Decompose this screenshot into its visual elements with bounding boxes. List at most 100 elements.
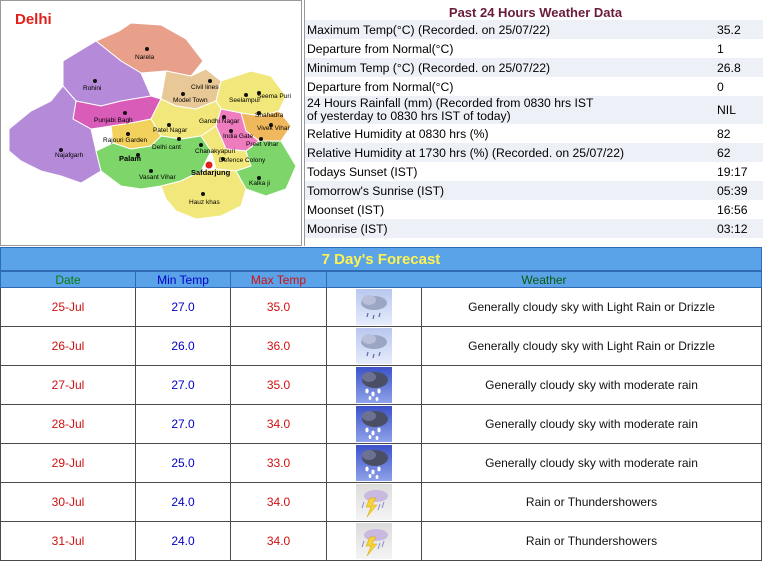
forecast-max-temp: 34.0 [230, 521, 327, 561]
moderate-rain-icon [326, 443, 422, 483]
obs-row: Todays Sunset (IST) 19:17 [305, 162, 763, 181]
map-label: Preet Vihar [246, 141, 279, 148]
obs-row: Moonset (IST) 16:56 [305, 200, 763, 219]
col-header-max-temp: Max Temp [230, 271, 327, 288]
col-header-weather: Weather [326, 271, 762, 288]
forecast-weather: Rain or Thundershowers [421, 521, 762, 561]
forecast-header-row: Date Min Temp Max Temp Weather [0, 271, 762, 288]
forecast-max-temp: 34.0 [230, 482, 327, 522]
obs-value: 0 [717, 79, 724, 94]
obs-value: 19:17 [717, 164, 748, 179]
obs-label: Relative Humidity at 1730 hrs (%) (Recor… [305, 143, 715, 162]
forecast-date: 26-Jul [0, 326, 136, 366]
forecast-date: 30-Jul [0, 482, 136, 522]
map-station-dots [59, 47, 273, 196]
obs-label: Todays Sunset (IST) [307, 164, 418, 179]
obs-value: 16:56 [717, 202, 748, 217]
forecast-weather: Generally cloudy sky with moderate rain [421, 443, 762, 483]
past-24h-table: Maximum Temp(°C) (Recorded. on 25/07/22)… [305, 20, 763, 238]
forecast-weather: Generally cloudy sky with moderate rain [421, 365, 762, 405]
obs-value: 1 [717, 41, 724, 56]
obs-label: Minimum Temp (°C) (Recorded. on 25/07/22… [305, 58, 715, 77]
obs-value: 26.8 [715, 58, 763, 77]
forecast-title: 7 Day's Forecast [0, 247, 762, 271]
past-24h-panel: Past 24 Hours Weather Data Maximum Temp(… [304, 0, 766, 246]
map-label: Seema Puri [257, 93, 291, 100]
forecast-min-temp: 25.0 [135, 443, 231, 483]
forecast-row: 27-Jul 27.0 35.0 Generally cloudy sky with … [0, 365, 762, 405]
obs-label: 24 Hours Rainfall (mm) (Recorded from 08… [305, 96, 715, 124]
light-rain-icon [326, 287, 422, 327]
obs-row: Tomorrow's Sunrise (IST) 05:39 [305, 181, 763, 200]
forecast-row: 26-Jul 26.0 36.0 Generally cloudy sky with … [0, 326, 762, 366]
map-label: Civil lines [191, 84, 219, 91]
top-section: Narela Rohini Civil lines Model Town See… [0, 0, 766, 246]
obs-value: 35.2 [715, 20, 763, 39]
forecast-max-temp: 34.0 [230, 404, 327, 444]
map-region-kalkaji[interactable] [235, 140, 297, 197]
forecast-row: 30-Jul 24.0 34.0 Rain or Thundershowers [0, 482, 762, 522]
map-label: Safdarjung [191, 168, 231, 177]
obs-row: Minimum Temp (°C) (Recorded. on 25/07/22… [305, 58, 763, 77]
obs-label: Departure from Normal(°C) [307, 79, 454, 94]
forecast-date: 27-Jul [0, 365, 136, 405]
thundershower-icon [326, 482, 422, 522]
forecast-min-temp: 24.0 [135, 482, 231, 522]
thundershower-icon [326, 521, 422, 561]
forecast-min-temp: 27.0 [135, 365, 231, 405]
forecast-date: 29-Jul [0, 443, 136, 483]
moderate-rain-icon [326, 404, 422, 444]
obs-value: 05:39 [715, 181, 763, 200]
forecast-row: 28-Jul 27.0 34.0 Generally cloudy sky with … [0, 404, 762, 444]
past-24h-title: Past 24 Hours Weather Data [448, 5, 623, 20]
forecast-max-temp: 36.0 [230, 326, 327, 366]
map-label: Seelampur [229, 97, 261, 104]
forecast-weather: Generally cloudy sky with Light Rain or … [421, 326, 762, 366]
obs-row: 24 Hours Rainfall (mm) (Recorded from 08… [305, 96, 763, 124]
obs-row: Departure from Normal(°C) 1 [305, 39, 763, 58]
delhi-map-panel: Narela Rohini Civil lines Model Town See… [0, 0, 302, 246]
city-title: Delhi [15, 11, 52, 28]
obs-row: Moonrise (IST) 03:12 [305, 219, 763, 238]
obs-row: Relative Humidity at 1730 hrs (%) (Recor… [305, 143, 763, 162]
map-label: Palam [119, 154, 141, 163]
obs-label: Tomorrow's Sunrise (IST) [305, 181, 715, 200]
forecast-section: 7 Day's Forecast Date Min Temp Max Temp … [0, 247, 766, 573]
map-label: Delhi cant [152, 144, 181, 151]
obs-value: 82 [717, 126, 731, 141]
col-header-date: Date [0, 271, 136, 288]
forecast-min-temp: 26.0 [135, 326, 231, 366]
obs-label: Relative Humidity at 0830 hrs (%) [307, 126, 489, 141]
forecast-min-temp: 27.0 [135, 404, 231, 444]
obs-label: Moonrise (IST) [305, 219, 715, 238]
forecast-date: 28-Jul [0, 404, 136, 444]
forecast-max-temp: 35.0 [230, 287, 327, 327]
map-label: Patel Nagar [153, 127, 188, 134]
delhi-district-map[interactable]: Narela Rohini Civil lines Model Town See… [1, 1, 301, 245]
map-labels: Narela Rohini Civil lines Model Town See… [55, 54, 291, 206]
forecast-weather: Generally cloudy sky with Light Rain or … [421, 287, 762, 327]
obs-label: Moonset (IST) [307, 202, 385, 217]
map-label: Narela [135, 54, 155, 61]
forecast-date: 31-Jul [0, 521, 136, 561]
forecast-weather: Generally cloudy sky with moderate rain [421, 404, 762, 444]
obs-value: 62 [715, 143, 763, 162]
map-label: Gandhi Nagar [199, 118, 240, 125]
obs-label-line2: of yesterday to 0830 hrs IST of today) [307, 109, 511, 123]
forecast-weather: Rain or Thundershowers [421, 482, 762, 522]
obs-row: Departure from Normal(°C) 0 [305, 77, 763, 96]
forecast-date: 25-Jul [0, 287, 136, 327]
map-label: Najafgarh [55, 152, 84, 159]
forecast-row: 29-Jul 25.0 33.0 Generally cloudy sky with … [0, 443, 762, 483]
col-header-min-temp: Min Temp [135, 271, 231, 288]
map-label: India Gate [223, 133, 253, 140]
obs-row: Maximum Temp(°C) (Recorded. on 25/07/22)… [305, 20, 763, 39]
obs-label: Maximum Temp(°C) (Recorded. on 25/07/22) [305, 20, 715, 39]
map-label: Kalka ji [249, 180, 270, 187]
obs-value: 03:12 [715, 219, 763, 238]
map-label: Vasant Vihar [139, 174, 176, 181]
forecast-body: 25-Jul 27.0 35.0 Generally cloudy sky with … [0, 287, 762, 561]
map-label: Chanakyapuri [195, 148, 235, 155]
light-rain-icon [326, 326, 422, 366]
map-label: Shahadra [255, 112, 284, 119]
